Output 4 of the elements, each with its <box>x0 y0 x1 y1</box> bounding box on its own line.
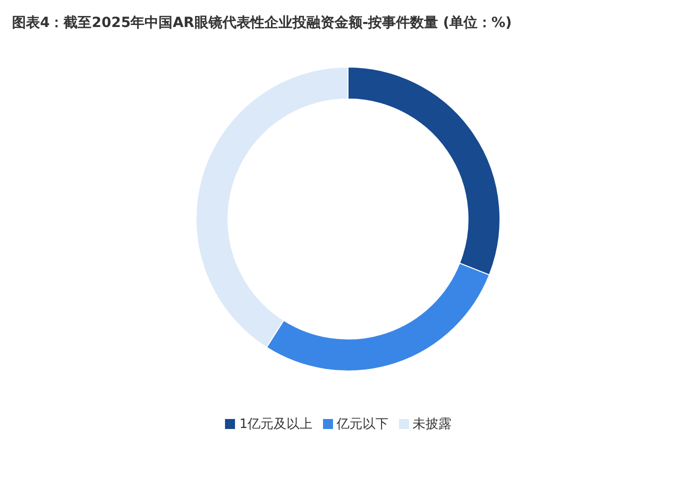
legend-label: 亿元以下 <box>336 417 389 432</box>
chart-title: 图表4：截至2025年中国AR眼镜代表性企业投融资金额-按事件数量 (单位：%) <box>11 14 513 33</box>
legend-label: 未披露 <box>412 417 452 432</box>
legend-label: 1亿元及以上 <box>239 417 313 432</box>
